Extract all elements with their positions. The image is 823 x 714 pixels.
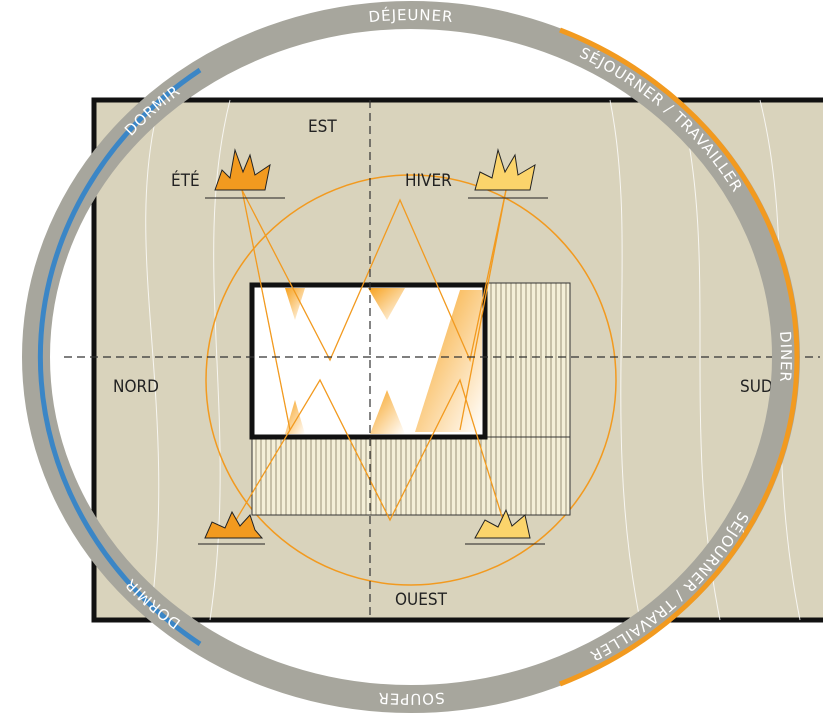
- ring-label-text: SOUPER: [377, 689, 444, 708]
- label: EST: [308, 117, 337, 137]
- terrace: [251, 436, 571, 516]
- label: OUEST: [395, 590, 448, 610]
- ring-label-text: DÉJEUNER: [368, 5, 454, 26]
- label: NORD: [113, 377, 159, 397]
- label: SUD: [740, 377, 773, 397]
- ring-label: SOUPER: [377, 689, 445, 708]
- ring-label-text: DINER: [776, 330, 794, 383]
- sun-arc: [205, 174, 617, 586]
- ring-cold: [37, 67, 202, 647]
- suns: [198, 148, 548, 545]
- ring: [22, 1, 800, 713]
- axes: [64, 100, 820, 615]
- rays: [229, 189, 507, 531]
- ring-warm: [559, 27, 800, 687]
- ring-label: DINER: [776, 330, 795, 383]
- label: HIVER: [405, 171, 452, 191]
- ring-label: DÉJEUNER: [368, 5, 455, 26]
- label: ÉTÉ: [171, 169, 200, 191]
